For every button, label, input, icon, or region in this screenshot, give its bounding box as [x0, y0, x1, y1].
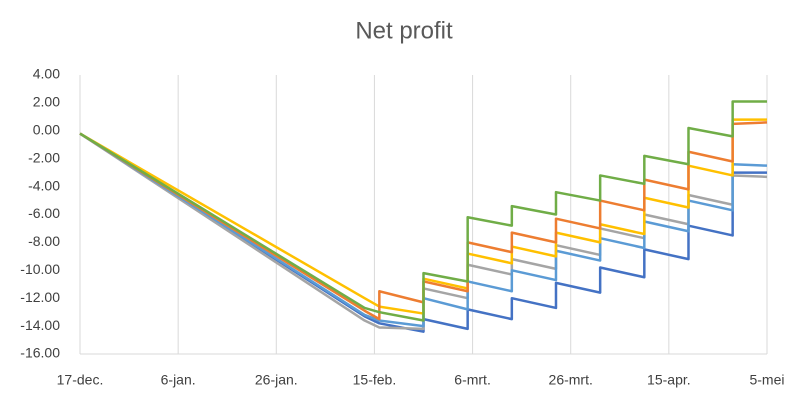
x-tick-label: 15-apr.: [647, 372, 691, 388]
x-tick-label: 15-feb.: [353, 372, 397, 388]
y-tick-label: 0.00: [33, 122, 60, 138]
x-tick-label: 26-jan.: [255, 372, 298, 388]
x-tick-label: 6-jan.: [161, 372, 196, 388]
y-tick-label: -12.00: [20, 289, 60, 305]
y-tick-label: -4.00: [28, 177, 60, 193]
y-tick-label: -10.00: [20, 261, 60, 277]
series-line: [79, 100, 767, 322]
x-tick-label: 26-mrt.: [549, 372, 593, 388]
y-tick-label: -6.00: [28, 205, 60, 221]
y-tick-label: 2.00: [33, 94, 60, 110]
y-tick-label: -16.00: [20, 345, 60, 361]
y-tick-label: -2.00: [28, 149, 60, 165]
y-tick-label: -14.00: [20, 317, 60, 333]
x-tick-label: 17-dec.: [57, 372, 104, 388]
chart-title: Net profit: [355, 17, 453, 44]
x-tick-label: 5-mei: [749, 372, 784, 388]
x-tick-label: 6-mrt.: [454, 372, 491, 388]
y-tick-label: 4.00: [33, 66, 60, 82]
y-tick-label: -8.00: [28, 233, 60, 249]
